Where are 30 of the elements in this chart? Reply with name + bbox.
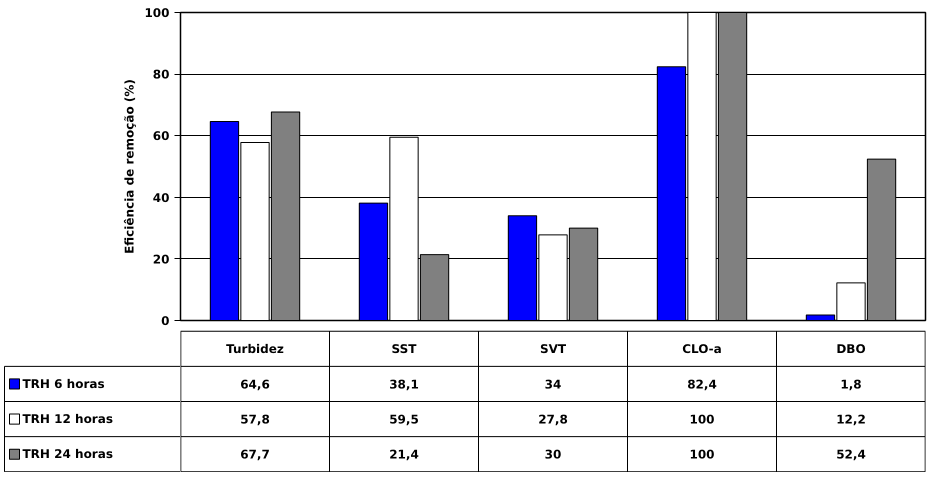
x-tick-label: SST [392, 342, 418, 356]
data-label: 52,4 [836, 448, 866, 462]
y-tick-label: 80 [152, 68, 170, 82]
y-tick-label: 40 [152, 190, 170, 205]
data-label: 30 [544, 448, 562, 462]
data-label: 100 [689, 412, 715, 427]
data-label: 21,4 [389, 448, 419, 462]
y-tick-label: 0 [161, 314, 170, 328]
legend-label: TRH 6 horas [22, 376, 105, 391]
data-label: 57,8 [240, 412, 270, 427]
data-label: 64,6 [240, 377, 270, 392]
data-label: 27,8 [538, 412, 568, 427]
legend-label: TRH 12 horas [22, 412, 113, 426]
data-label: 38,1 [389, 377, 419, 392]
data-label: 34 [544, 377, 562, 392]
y-tick-label: 60 [152, 129, 170, 144]
data-label: 12,2 [836, 412, 866, 427]
data-label: 1,8 [840, 377, 862, 392]
y-axis-title: Eficiência de remoção (%) [122, 79, 136, 254]
y-tick-label: 20 [152, 252, 170, 266]
x-tick-label: Turbidez [226, 342, 284, 356]
y-tick-label: 100 [144, 6, 170, 20]
data-label: 67,7 [240, 448, 270, 462]
x-tick-label: CLO-a [682, 342, 722, 356]
x-tick-label: DBO [836, 342, 866, 356]
legend-label: TRH 24 horas [22, 447, 113, 462]
data-label: 82,4 [687, 377, 717, 392]
data-label: 100 [689, 448, 715, 462]
data-label: 59,5 [389, 412, 419, 427]
x-tick-label: SVT [540, 342, 567, 356]
